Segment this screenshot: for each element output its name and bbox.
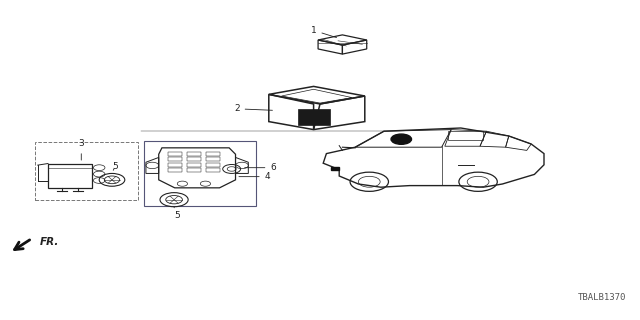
Bar xyxy=(168,168,182,172)
Text: TBALB1370: TBALB1370 xyxy=(577,293,626,302)
Bar xyxy=(35,142,138,200)
Text: 5: 5 xyxy=(113,162,118,171)
Bar xyxy=(206,157,220,161)
Text: 1: 1 xyxy=(311,26,337,37)
Bar xyxy=(48,164,92,188)
Bar xyxy=(168,157,182,161)
Bar xyxy=(187,163,201,167)
Bar xyxy=(187,152,201,156)
Bar xyxy=(168,163,182,167)
Text: 2: 2 xyxy=(234,104,273,113)
Text: 3: 3 xyxy=(79,139,84,160)
Bar xyxy=(448,131,483,140)
Text: 4: 4 xyxy=(239,172,270,181)
Text: 6: 6 xyxy=(244,163,276,172)
Bar xyxy=(187,157,201,161)
Bar xyxy=(206,163,220,167)
Bar xyxy=(144,141,256,206)
Bar xyxy=(168,152,182,156)
Bar xyxy=(206,152,220,156)
Text: FR.: FR. xyxy=(40,236,59,247)
Bar xyxy=(187,168,201,172)
Bar xyxy=(206,168,220,172)
Circle shape xyxy=(391,134,412,144)
Text: 5: 5 xyxy=(174,207,180,220)
Polygon shape xyxy=(331,167,339,170)
Polygon shape xyxy=(298,109,330,125)
